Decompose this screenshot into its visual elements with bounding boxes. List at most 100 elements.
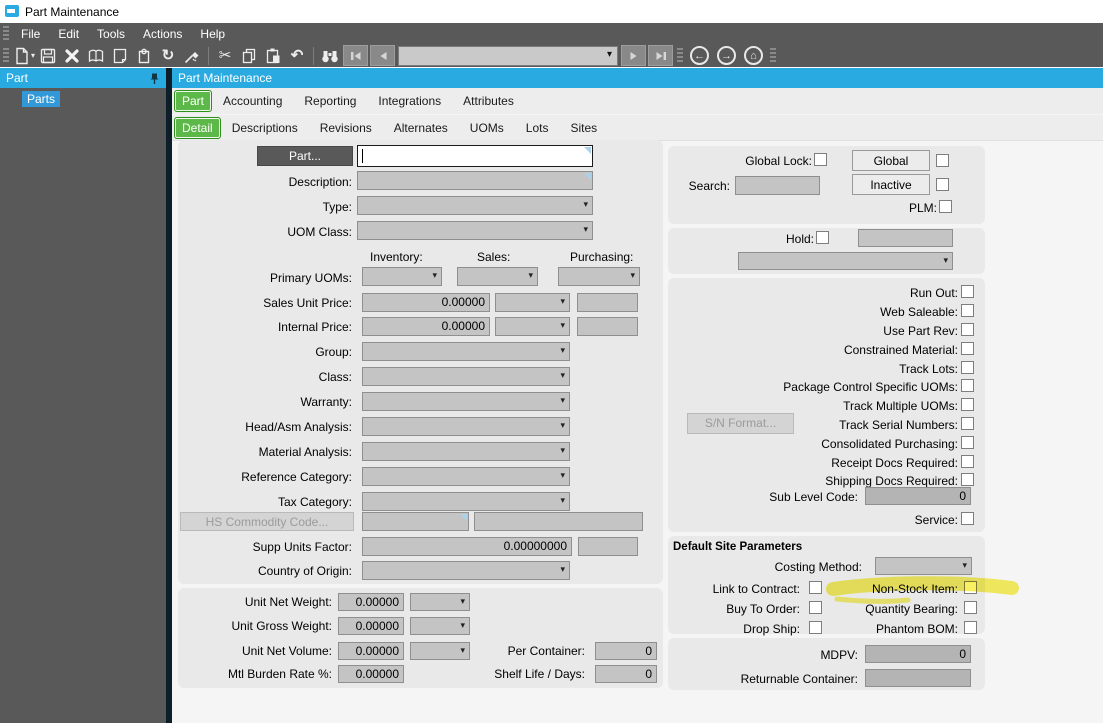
- hold-checkbox[interactable]: [816, 231, 829, 244]
- link-to-contract-checkbox[interactable]: [809, 581, 822, 594]
- back-icon[interactable]: ←: [690, 46, 709, 65]
- run-out-checkbox[interactable]: [961, 285, 974, 298]
- track-lots-checkbox[interactable]: [961, 361, 974, 374]
- menu-file[interactable]: File: [21, 26, 41, 41]
- forward-icon[interactable]: →: [717, 46, 736, 65]
- clear-broom-icon[interactable]: [180, 45, 204, 67]
- internal-price-uom-dropdown[interactable]: [495, 317, 570, 336]
- toolbar-grip2[interactable]: [677, 47, 683, 64]
- constrained-material-checkbox[interactable]: [961, 342, 974, 355]
- sales-unit-price-uom-dropdown[interactable]: [495, 293, 570, 312]
- internal-price-extra-input[interactable]: [577, 317, 638, 336]
- uom-class-dropdown[interactable]: [357, 221, 593, 240]
- costing-method-dropdown[interactable]: [875, 557, 972, 575]
- package-control-uoms-checkbox[interactable]: [961, 379, 974, 392]
- inactive-button[interactable]: Inactive: [852, 174, 930, 195]
- tab-lots[interactable]: Lots: [525, 120, 549, 135]
- service-checkbox[interactable]: [961, 512, 974, 525]
- group-dropdown[interactable]: [362, 342, 570, 361]
- search-binoculars-icon[interactable]: [318, 45, 342, 67]
- panel-splitter[interactable]: [166, 68, 172, 723]
- unit-net-volume-input[interactable]: 0.00000: [338, 642, 404, 660]
- track-multiple-uoms-checkbox[interactable]: [961, 398, 974, 411]
- part-search-button[interactable]: Part...: [257, 146, 353, 166]
- toolbar-grip[interactable]: [3, 47, 9, 64]
- receipt-docs-required-checkbox[interactable]: [961, 455, 974, 468]
- mtl-burden-rate-input[interactable]: 0.00000: [338, 665, 404, 683]
- refresh-icon[interactable]: ↻: [161, 47, 175, 64]
- plm-checkbox[interactable]: [939, 200, 952, 213]
- tab-descriptions[interactable]: Descriptions: [231, 120, 298, 135]
- undo-icon[interactable]: ↶: [290, 47, 304, 64]
- use-part-rev-checkbox[interactable]: [961, 323, 974, 336]
- drop-ship-checkbox[interactable]: [809, 621, 822, 634]
- mdpv-input[interactable]: 0: [865, 645, 971, 663]
- search-input[interactable]: [735, 176, 820, 195]
- tab-accounting[interactable]: Accounting: [223, 94, 283, 108]
- pin-icon[interactable]: [149, 72, 160, 88]
- first-record-button[interactable]: [343, 45, 368, 66]
- unit-net-volume-uom-dropdown[interactable]: [410, 642, 470, 660]
- last-record-button[interactable]: [648, 45, 673, 66]
- material-analysis-dropdown[interactable]: [362, 442, 570, 461]
- warranty-dropdown[interactable]: [362, 392, 570, 411]
- tab-sites[interactable]: Sites: [570, 120, 598, 135]
- unit-gross-weight-uom-dropdown[interactable]: [410, 617, 470, 635]
- primary-uom-inventory-dropdown[interactable]: [362, 267, 442, 286]
- inactive-checkbox[interactable]: [936, 178, 949, 191]
- tab-integrations[interactable]: Integrations: [378, 94, 442, 108]
- supp-units-uom-input[interactable]: [578, 537, 638, 556]
- global-checkbox[interactable]: [936, 154, 949, 167]
- tab-alternates[interactable]: Alternates: [393, 120, 448, 135]
- hs-commodity-code-input[interactable]: [362, 512, 469, 531]
- global-button[interactable]: Global: [852, 150, 930, 171]
- hold-reason-dropdown[interactable]: [738, 252, 953, 270]
- reference-category-dropdown[interactable]: [362, 467, 570, 486]
- cut-icon[interactable]: ✂: [218, 47, 232, 64]
- toolbar-grip3[interactable]: [770, 47, 776, 64]
- consolidated-purchasing-checkbox[interactable]: [961, 436, 974, 449]
- menu-tools[interactable]: Tools: [97, 26, 126, 41]
- web-saleable-checkbox[interactable]: [961, 304, 974, 317]
- head-asm-analysis-dropdown[interactable]: [362, 417, 570, 436]
- tab-attributes[interactable]: Attributes: [463, 94, 514, 108]
- sales-unit-price-extra-input[interactable]: [577, 293, 638, 312]
- supp-units-factor-input[interactable]: 0.00000000: [362, 537, 572, 556]
- tab-part[interactable]: Part: [174, 90, 213, 112]
- country-of-origin-dropdown[interactable]: [362, 561, 570, 580]
- next-record-button[interactable]: [621, 45, 646, 66]
- tab-uoms[interactable]: UOMs: [469, 120, 504, 135]
- save-icon[interactable]: [36, 45, 60, 67]
- class-dropdown[interactable]: [362, 367, 570, 386]
- unit-net-weight-uom-dropdown[interactable]: [410, 593, 470, 611]
- sidebar-item-parts[interactable]: Parts: [22, 91, 61, 107]
- tax-category-dropdown[interactable]: [362, 492, 570, 511]
- primary-uom-purchasing-dropdown[interactable]: [558, 267, 640, 286]
- hs-commodity-desc-input[interactable]: [474, 512, 643, 531]
- menu-grip[interactable]: [3, 25, 9, 42]
- tab-reporting[interactable]: Reporting: [304, 94, 357, 108]
- paste-icon[interactable]: [261, 45, 285, 67]
- type-dropdown[interactable]: [357, 196, 593, 215]
- shelf-life-input[interactable]: 0: [595, 665, 657, 683]
- menu-edit[interactable]: Edit: [58, 26, 80, 41]
- buy-to-order-checkbox[interactable]: [809, 601, 822, 614]
- attachments-icon[interactable]: [132, 45, 156, 67]
- tab-revisions[interactable]: Revisions: [319, 120, 372, 135]
- new-icon[interactable]: ▾: [12, 45, 36, 67]
- global-lock-checkbox[interactable]: [814, 153, 827, 166]
- tab-detail[interactable]: Detail: [174, 116, 221, 139]
- shipping-docs-required-checkbox[interactable]: [961, 473, 974, 486]
- unit-net-weight-input[interactable]: 0.00000: [338, 593, 404, 611]
- quantity-bearing-checkbox[interactable]: [964, 601, 977, 614]
- hold-date-input[interactable]: [858, 229, 953, 247]
- delete-icon[interactable]: [60, 45, 84, 67]
- previous-record-button[interactable]: [370, 45, 395, 66]
- unit-gross-weight-input[interactable]: 0.00000: [338, 617, 404, 635]
- part-number-input[interactable]: [357, 145, 593, 167]
- primary-uom-sales-dropdown[interactable]: [457, 267, 538, 286]
- menu-actions[interactable]: Actions: [143, 26, 183, 41]
- home-icon[interactable]: ⌂: [744, 46, 763, 65]
- phantom-bom-checkbox[interactable]: [964, 621, 977, 634]
- sub-level-code-input[interactable]: 0: [865, 487, 971, 505]
